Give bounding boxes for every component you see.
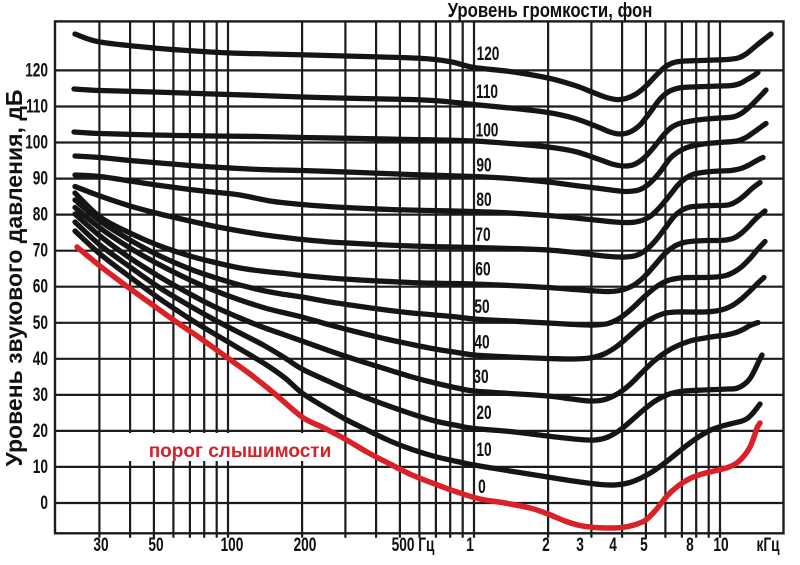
svg-text:50: 50 xyxy=(33,312,48,334)
svg-text:70: 70 xyxy=(33,239,48,261)
svg-text:30: 30 xyxy=(473,366,488,388)
svg-text:порог слышимости: порог слышимости xyxy=(149,441,332,462)
svg-text:100: 100 xyxy=(25,131,48,153)
svg-text:90: 90 xyxy=(476,154,491,176)
svg-text:200: 200 xyxy=(294,534,317,556)
svg-text:120: 120 xyxy=(25,59,48,81)
svg-text:Уровень громкости, фон: Уровень громкости, фон xyxy=(448,0,653,21)
svg-text:30: 30 xyxy=(33,384,48,406)
svg-text:1: 1 xyxy=(466,534,474,556)
svg-text:50: 50 xyxy=(148,534,163,556)
svg-text:10: 10 xyxy=(33,456,48,478)
svg-text:10: 10 xyxy=(713,534,728,556)
svg-text:70: 70 xyxy=(475,224,490,246)
svg-text:20: 20 xyxy=(33,420,48,442)
svg-text:40: 40 xyxy=(474,331,489,353)
svg-text:0: 0 xyxy=(40,492,48,514)
svg-text:60: 60 xyxy=(33,275,48,297)
svg-text:500 Гц: 500 Гц xyxy=(392,534,435,556)
svg-text:8: 8 xyxy=(686,534,694,556)
svg-text:120: 120 xyxy=(477,43,500,65)
svg-text:90: 90 xyxy=(33,167,48,189)
svg-text:кГц: кГц xyxy=(757,534,781,556)
svg-text:2: 2 xyxy=(542,534,550,556)
svg-text:10: 10 xyxy=(476,439,491,461)
svg-text:Уровень звукового давления, дБ: Уровень звукового давления, дБ xyxy=(1,90,27,467)
svg-text:100: 100 xyxy=(476,119,499,141)
svg-text:40: 40 xyxy=(33,348,48,370)
svg-text:5: 5 xyxy=(640,534,648,556)
svg-text:20: 20 xyxy=(476,402,491,424)
svg-text:50: 50 xyxy=(474,296,489,318)
svg-text:60: 60 xyxy=(475,258,490,280)
svg-text:4: 4 xyxy=(609,534,617,556)
svg-text:30: 30 xyxy=(93,534,108,556)
svg-text:80: 80 xyxy=(33,203,48,225)
svg-text:110: 110 xyxy=(26,95,48,117)
svg-text:0: 0 xyxy=(478,476,486,498)
svg-text:100: 100 xyxy=(221,534,244,556)
svg-text:3: 3 xyxy=(576,534,584,556)
svg-text:110: 110 xyxy=(476,81,498,103)
svg-text:80: 80 xyxy=(476,189,491,211)
